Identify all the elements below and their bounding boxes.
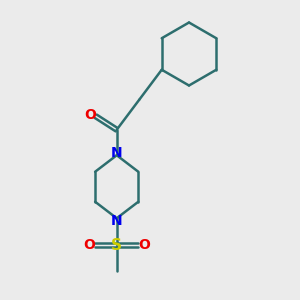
Text: O: O: [83, 238, 95, 252]
Text: O: O: [84, 108, 96, 122]
Text: N: N: [111, 214, 122, 228]
Text: O: O: [138, 238, 150, 252]
Text: N: N: [111, 146, 122, 160]
Text: S: S: [111, 238, 122, 253]
